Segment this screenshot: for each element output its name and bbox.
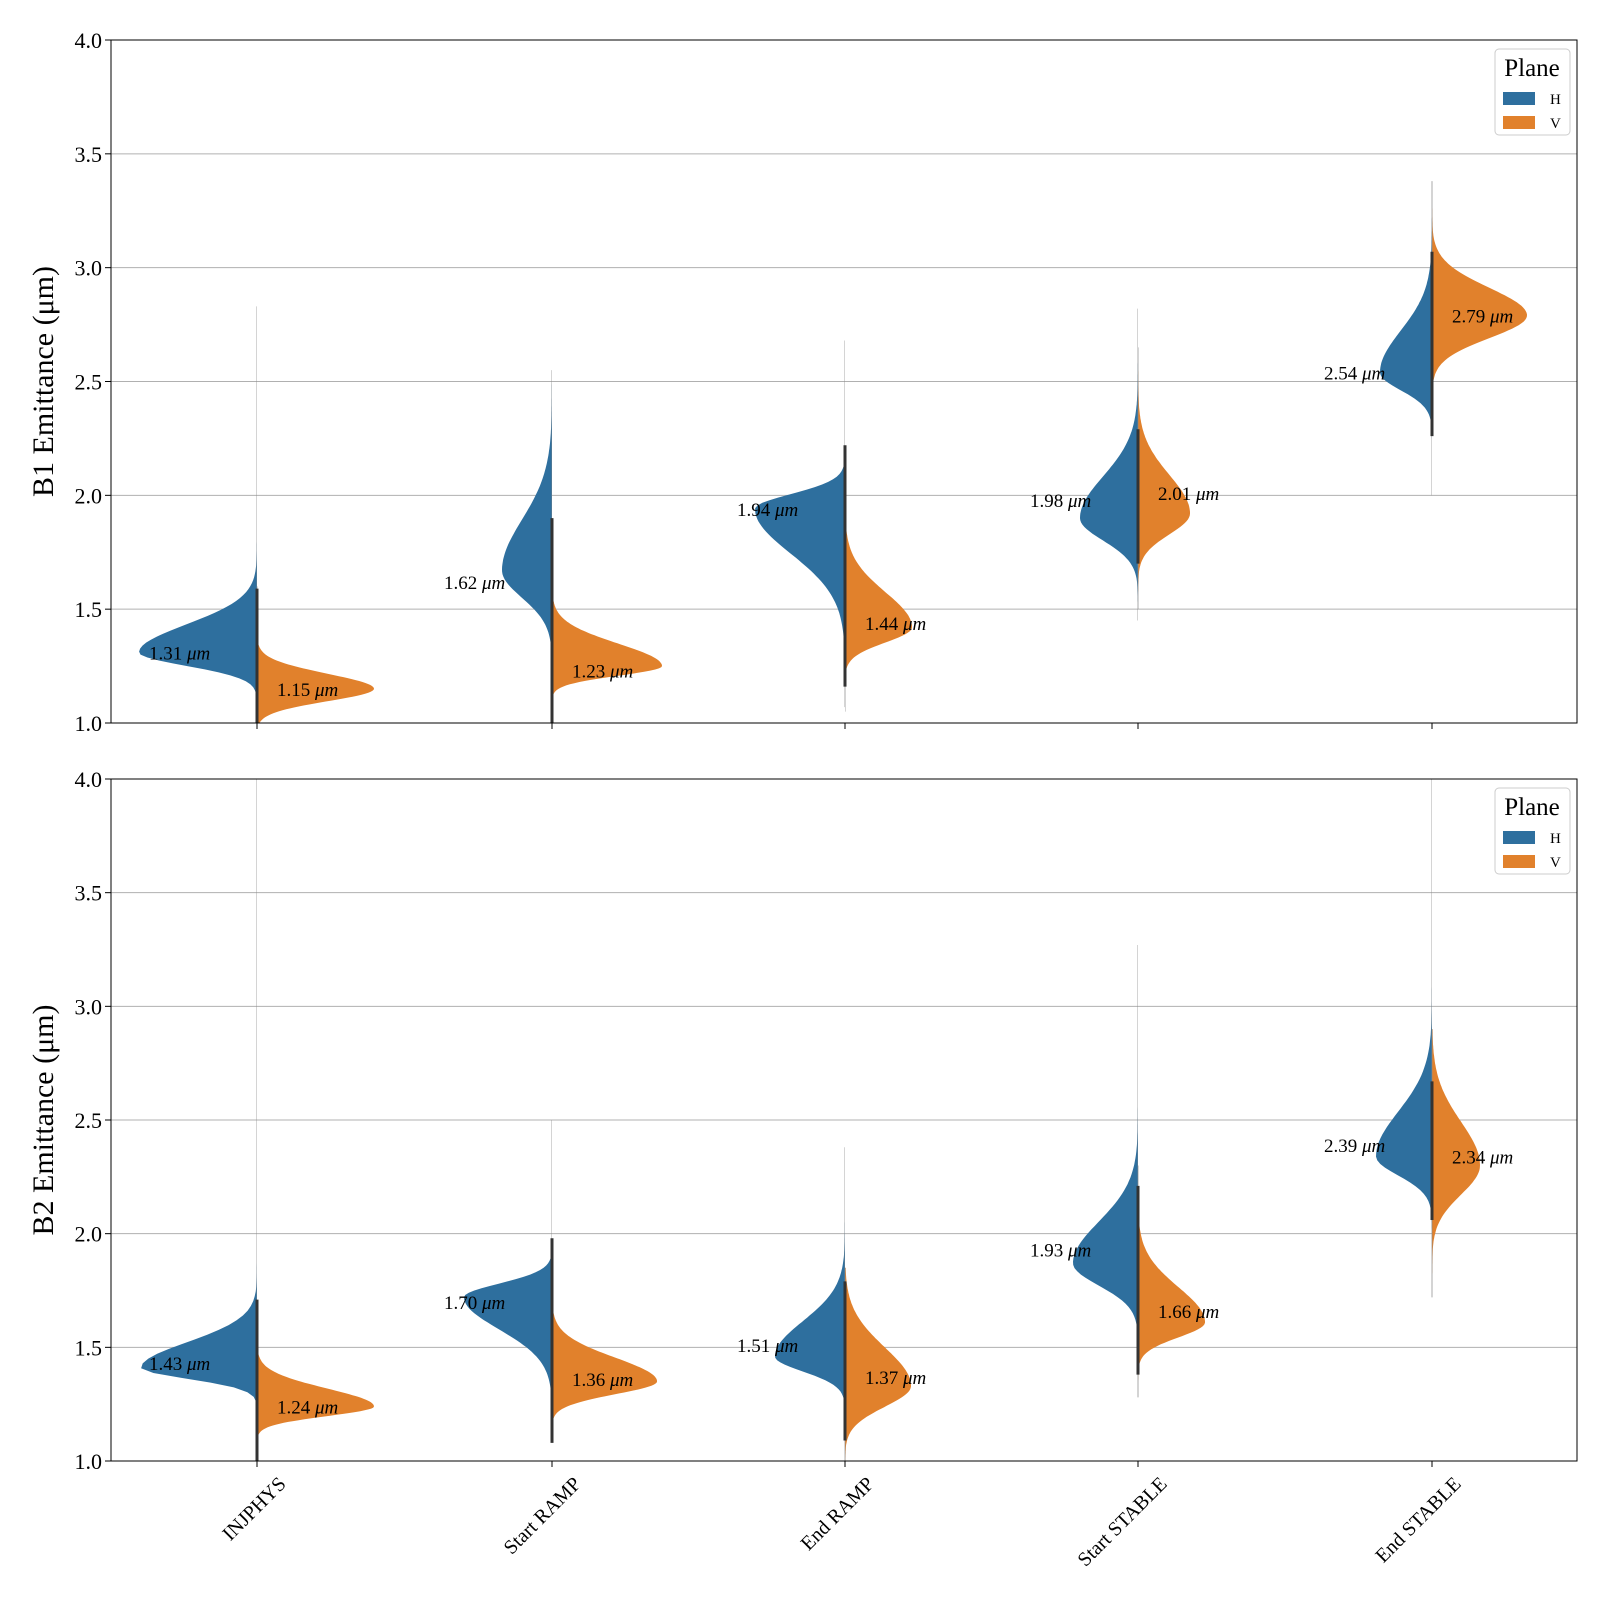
legend-label-v: V [1550,855,1561,871]
violin-panel2-end-stable-v [1432,1029,1480,1298]
x-tick-label-start-stable: Start STABLE [1073,1473,1171,1571]
violin-panel2-end-ramp-h [775,1147,845,1461]
y-tick-label: 1.5 [75,1335,103,1360]
y-tick-label: 2.5 [75,370,103,395]
median-label-panel2-end-stable-v: 2.34 μm [1452,1147,1513,1168]
median-label-panel2-start-stable-h: 1.93 μm [1030,1241,1091,1262]
median-label-panel2-end-ramp-h: 1.51 μm [737,1336,798,1357]
median-label-panel2-injphys-v: 1.24 μm [277,1397,338,1418]
panel-b1: 1.0 1.5 2.0 2.5 3.0 3.5 4.0 B1 Emittance (μm) 1.… [27,28,1578,736]
panel-b2: 1.0 1.5 2.0 2.5 3.0 3.5 4.0 B2 Emittance (μm) 1.… [27,767,1578,1571]
violin-panel2-end-ramp-v [845,1267,911,1461]
legend-swatch-v [1503,116,1535,129]
y-tick-label: 2.5 [75,1108,103,1133]
median-label-panel2-start-stable-v: 1.66 μm [1158,1302,1219,1323]
legend-title: Plane [1504,794,1560,821]
median-label-panel1-start-ramp-v: 1.23 μm [572,662,633,683]
y-tick-label: 1.0 [75,1449,103,1474]
legend-swatch-h [1503,831,1535,844]
violin-panel1-end-ramp-h [755,340,845,708]
median-label-panel2-end-stable-h: 2.39 μm [1324,1136,1385,1157]
violin-panel1-end-stable-v [1432,181,1527,427]
y-axis-label: B2 Emittance (μm) [27,1004,60,1235]
legend-label-h: H [1550,831,1561,847]
median-label-panel2-injphys-h: 1.43 μm [149,1354,210,1375]
violin-panel2-injphys-v [257,1324,374,1450]
violin-panel1-start-stable-h [1080,308,1138,621]
legend-title: Plane [1504,55,1560,82]
violin-panel1-end-stable-h [1380,181,1432,496]
x-tick-label-end-ramp: End RAMP [797,1473,879,1555]
median-label-panel1-end-stable-h: 2.54 μm [1324,363,1385,384]
median-label-panel1-end-ramp-v: 1.44 μm [865,614,926,635]
median-label-panel1-start-stable-v: 2.01 μm [1158,484,1219,505]
y-tick-label: 2.0 [75,483,103,508]
plot-frame [110,778,1578,1462]
violin-panel2-start-ramp-h [464,1120,552,1439]
violin-panel2-start-ramp-v [552,1301,657,1439]
median-label-panel1-injphys-v: 1.15 μm [277,680,338,701]
x-tick-label-end-stable: End STABLE [1371,1473,1465,1567]
violin-panel1-start-ramp-v [552,563,662,723]
y-tick-label: 3.5 [75,881,103,906]
violin-panel1-end-ramp-v [845,495,912,712]
median-label-panel1-start-stable-h: 1.98 μm [1030,491,1091,512]
y-tick-label: 4.0 [75,767,103,792]
x-tick-label-start-ramp: Start RAMP [500,1473,586,1559]
y-tick-label: 3.0 [75,994,103,1019]
legend-swatch-v [1503,855,1535,868]
violin-panel2-end-stable-h [1376,779,1432,1298]
median-label-panel2-start-ramp-v: 1.36 μm [572,1370,633,1391]
y-tick-label: 4.0 [75,28,103,53]
violin-panel2-start-stable-v [1138,1165,1205,1398]
y-tick-label: 3.5 [75,142,103,167]
violin-panel1-injphys-v [257,586,374,723]
legend-label-v: V [1550,116,1561,132]
median-label-panel1-end-ramp-h: 1.94 μm [737,500,798,521]
plot-frame [110,39,1578,724]
violin-panel1-start-ramp-h [502,370,552,723]
violin-panel2-injphys-h [141,779,257,1450]
y-axis-label: B1 Emittance (μm) [27,266,60,497]
legend-label-h: H [1550,92,1561,108]
y-tick-label: 1.0 [75,711,103,736]
y-tick-label: 3.0 [75,256,103,281]
median-label-panel1-start-ramp-h: 1.62 μm [444,573,505,594]
median-label-panel1-injphys-h: 1.31 μm [149,643,210,664]
violin-panel1-injphys-h [139,306,257,723]
x-tick-label-injphys: INJPHYS [218,1473,290,1545]
legend-swatch-h [1503,92,1535,105]
median-label-panel2-end-ramp-v: 1.37 μm [865,1368,926,1389]
violin-panel1-start-stable-v [1138,347,1190,610]
y-tick-label: 2.0 [75,1222,103,1247]
violin-panel2-start-stable-h [1073,945,1138,1398]
median-label-panel1-end-stable-v: 2.79 μm [1452,306,1513,327]
y-tick-label: 1.5 [75,597,103,622]
median-label-panel2-start-ramp-h: 1.70 μm [444,1293,505,1314]
